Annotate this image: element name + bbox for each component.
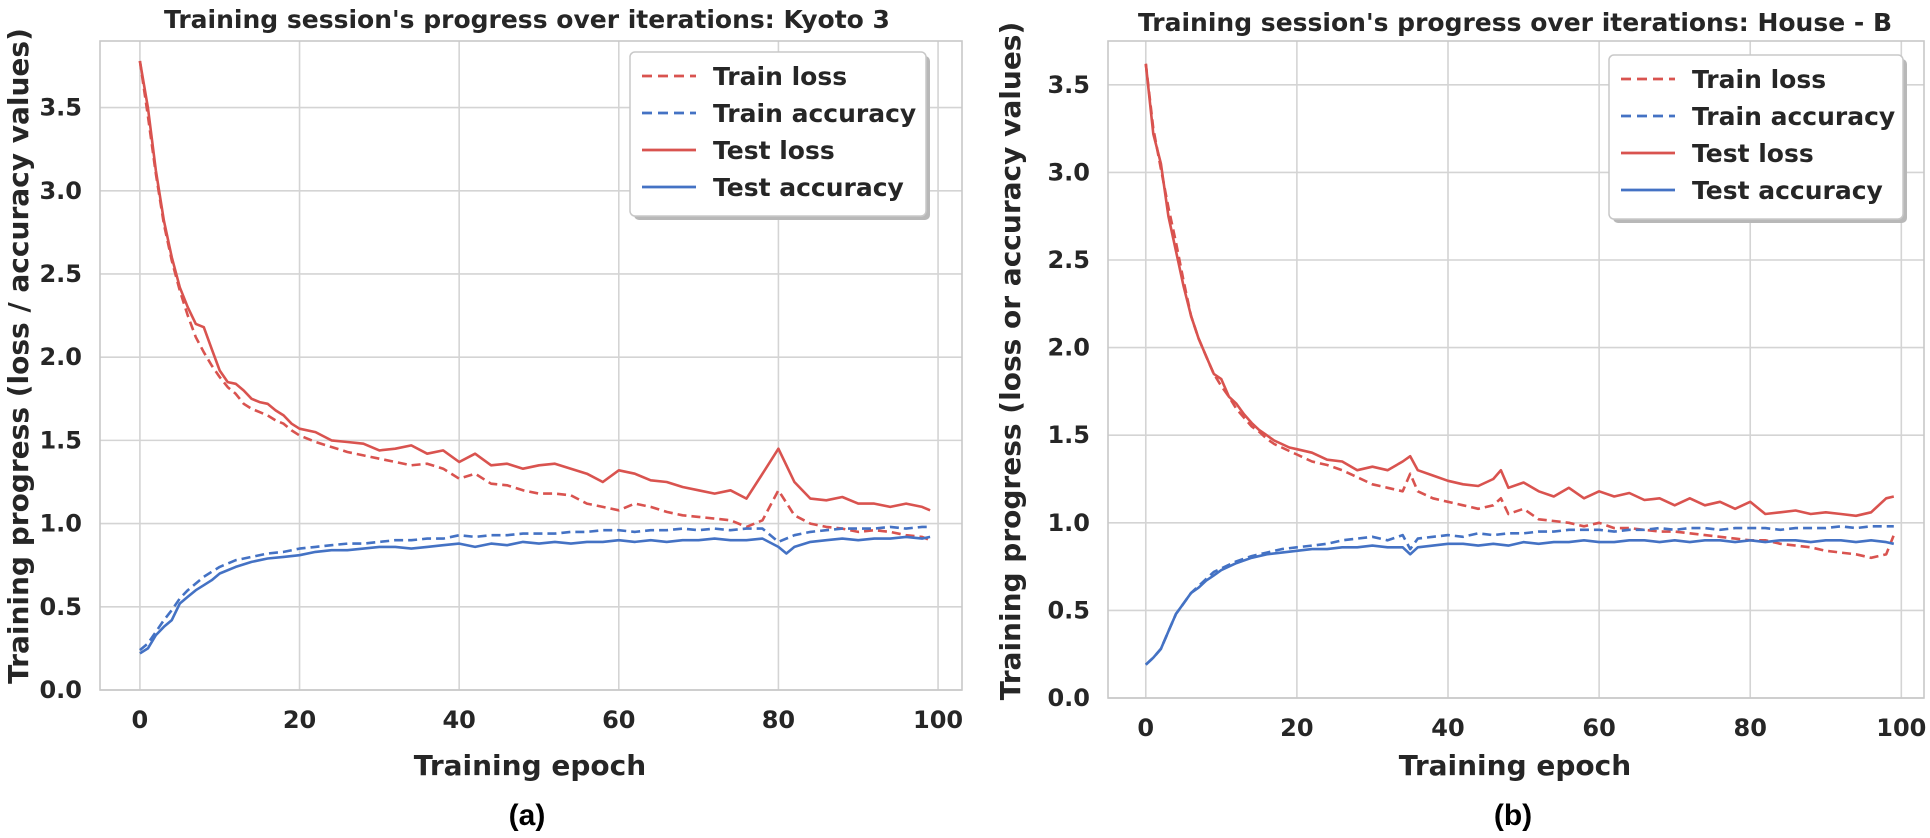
chart-panel-a: Training session's progress over iterati… xyxy=(2,5,963,832)
plot-frame xyxy=(1107,40,1925,699)
y-ticks: 0.0 0.5 1.0 1.5 2.0 2.5 3.0 3.5 xyxy=(1047,71,1090,712)
legend-label: Train accuracy xyxy=(713,99,916,128)
y-tick-label: 3.5 xyxy=(1047,71,1090,99)
y-tick-label: 1.0 xyxy=(39,510,82,538)
x-tick-label: 0 xyxy=(132,706,149,734)
x-tick-label: 100 xyxy=(913,706,963,734)
y-ticks: 0.0 0.5 1.0 1.5 2.0 2.5 3.0 3.5 xyxy=(39,94,82,704)
panel-caption-b: (b) xyxy=(1494,799,1532,832)
x-tick-label: 40 xyxy=(1431,714,1464,742)
x-axis-label: Training epoch xyxy=(414,749,646,782)
x-tick-label: 40 xyxy=(442,706,475,734)
legend-label: Test loss xyxy=(713,136,835,165)
legend-label: Test accuracy xyxy=(713,173,904,202)
x-tick-label: 60 xyxy=(1582,714,1615,742)
legend: Train loss Train accuracy Test loss Test ac… xyxy=(629,51,930,220)
series-test-accuracy xyxy=(139,535,931,655)
y-tick-label: 3.0 xyxy=(39,177,82,205)
series-test-loss xyxy=(1144,63,1895,518)
series-layer xyxy=(138,60,931,655)
y-tick-label: 0.5 xyxy=(1047,596,1090,624)
y-tick-label: 2.5 xyxy=(1047,246,1090,274)
y-tick-label: 1.0 xyxy=(1047,509,1090,537)
x-ticks: 0 20 40 60 80 100 xyxy=(1137,714,1926,742)
legend-box xyxy=(629,51,927,217)
y-tick-label: 0.0 xyxy=(1047,684,1090,712)
series-train-accuracy xyxy=(1144,524,1894,666)
legend-label: Train accuracy xyxy=(1692,102,1895,131)
series-train-loss xyxy=(1144,63,1896,560)
y-tick-label: 3.0 xyxy=(1047,158,1090,186)
legend-label: Train loss xyxy=(1692,65,1826,94)
legend-label: Test accuracy xyxy=(1692,176,1883,205)
x-tick-label: 60 xyxy=(602,706,635,734)
x-tick-label: 100 xyxy=(1876,714,1926,742)
y-tick-label: 2.0 xyxy=(1047,334,1090,362)
x-tick-label: 0 xyxy=(1137,714,1154,742)
legend-label: Test loss xyxy=(1692,139,1814,168)
series-train-accuracy xyxy=(139,525,931,652)
series-train-loss xyxy=(138,60,931,542)
panel-caption-a: (a) xyxy=(509,799,546,832)
x-tick-label: 20 xyxy=(283,706,316,734)
y-tick-label: 3.5 xyxy=(39,94,82,122)
y-tick-label: 2.5 xyxy=(39,260,82,288)
legend: Train loss Train accuracy Test loss Test ac… xyxy=(1608,54,1907,223)
chart-title: Training session's progress over iterati… xyxy=(164,5,890,34)
x-tick-label: 80 xyxy=(762,706,795,734)
series-layer xyxy=(1144,63,1896,666)
legend-box xyxy=(1608,54,1904,220)
x-tick-label: 20 xyxy=(1280,714,1313,742)
chart-title: Training session's progress over iterati… xyxy=(1138,8,1892,37)
series-test-loss xyxy=(138,60,931,512)
x-tick-label: 80 xyxy=(1734,714,1767,742)
y-tick-label: 1.5 xyxy=(39,426,82,454)
x-ticks: 0 20 40 60 80 100 xyxy=(132,706,964,734)
x-axis-label: Training epoch xyxy=(1399,749,1631,782)
plot-frame xyxy=(99,40,963,691)
y-tick-label: 0.0 xyxy=(39,676,82,704)
y-tick-label: 1.5 xyxy=(1047,421,1090,449)
series-test-accuracy xyxy=(1144,538,1895,666)
y-axis-label: Training progress (loss / accuracy value… xyxy=(2,28,35,684)
y-axis-label: Training progress (loss or accuracy valu… xyxy=(994,22,1027,701)
legend-label: Train loss xyxy=(713,62,847,91)
chart-panel-b: Training session's progress over iterati… xyxy=(994,8,1926,832)
y-tick-label: 0.5 xyxy=(39,593,82,621)
y-tick-label: 2.0 xyxy=(39,343,82,371)
